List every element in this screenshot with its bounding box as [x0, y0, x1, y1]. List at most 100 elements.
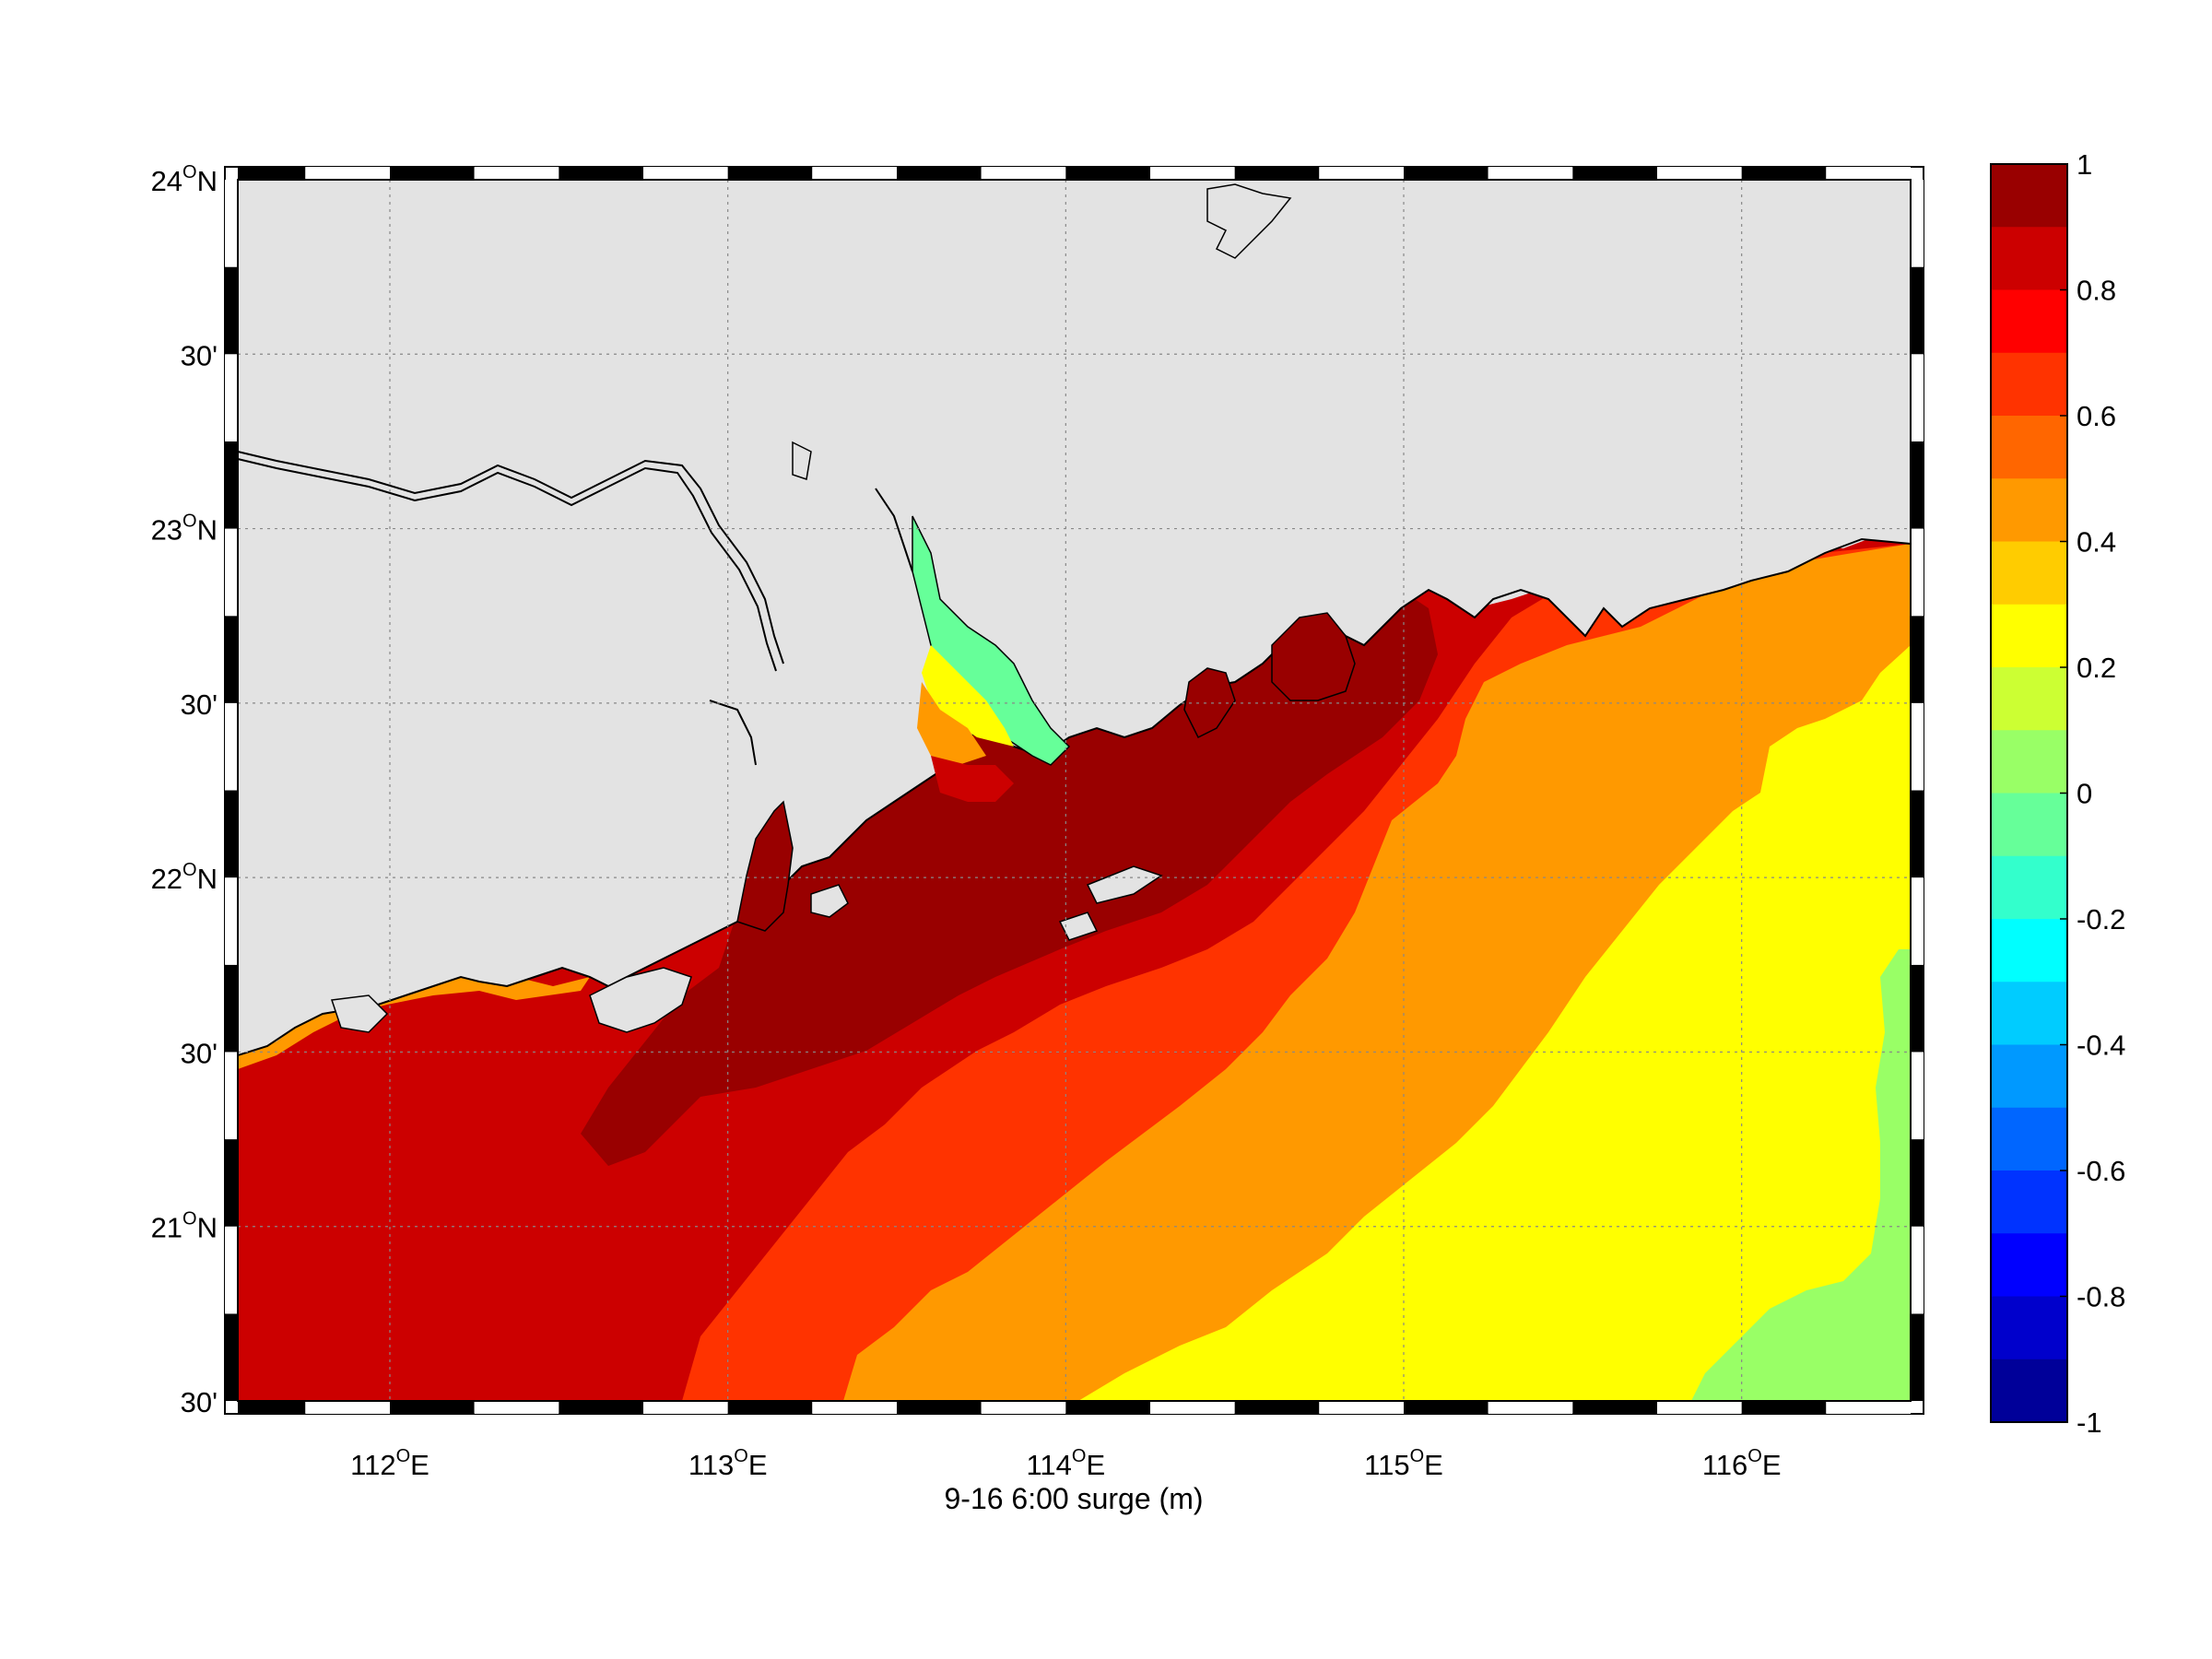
frame-seg-right-8	[1911, 616, 1924, 703]
frame-seg-left-2	[225, 1139, 238, 1227]
surge-band-0-3	[1078, 645, 1911, 1401]
frame-seg-bottom-7	[812, 1401, 897, 1414]
frame-seg-bottom-15	[1488, 1401, 1573, 1414]
frame-seg-left-8	[225, 616, 238, 703]
frame-seg-left-9	[225, 528, 238, 617]
y-tick-label-2: 23ON	[151, 512, 218, 547]
colorbar-label-10: -1	[2077, 1406, 2102, 1439]
colorbar-swatch-1	[1991, 227, 2067, 290]
frame-seg-top-0	[238, 167, 306, 180]
frame-seg-right-4	[1911, 964, 1924, 1053]
frame-seg-right-13	[1911, 180, 1924, 267]
frame-seg-right-1	[1911, 1226, 1924, 1314]
colorbar-swatch-10	[1991, 793, 2067, 857]
river-west	[237, 451, 784, 665]
colorbar-swatch-0	[1991, 164, 2067, 228]
colorbar-label-7: -0.4	[2077, 1030, 2125, 1062]
x-tick-label-1: 113OE	[688, 1446, 768, 1481]
colorbar-label-1: 0.8	[2077, 275, 2116, 307]
y-tick-label-4: 22ON	[151, 860, 218, 895]
colorbar-labels: 1 0.8 0.6 0.4 0.2 0 -0.2 -0.4 -0.6 -0.8 -1	[2077, 148, 2125, 1439]
colorbar-swatch-9	[1991, 730, 2067, 794]
frame-seg-right-9	[1911, 528, 1924, 617]
frame-seg-bottom-10	[1065, 1401, 1150, 1414]
frame-seg-left-12	[225, 266, 238, 355]
frame-seg-bottom-12	[1234, 1401, 1320, 1414]
frame-seg-left-13	[225, 180, 238, 267]
island-7	[1206, 183, 1292, 259]
y-tick-label-0: 24ON	[151, 162, 218, 197]
rivers	[237, 451, 913, 766]
frame-seg-bottom-3	[474, 1401, 559, 1414]
x-tick-label-3: 115OE	[1364, 1446, 1443, 1481]
frame-seg-bottom-19	[1826, 1401, 1911, 1414]
frame-seg-bottom-4	[559, 1401, 643, 1414]
frame-seg-left-0	[225, 1313, 238, 1401]
frame-seg-top-11	[1150, 167, 1235, 180]
island-6	[792, 441, 812, 480]
frame-seg-top-12	[1234, 167, 1320, 180]
frame-seg-top-10	[1065, 167, 1150, 180]
frame-seg-top-19	[1826, 167, 1911, 180]
colorbar	[1990, 163, 2068, 1423]
colorbar-swatch-13	[1991, 982, 2067, 1045]
x-tick-label-4: 116OE	[1702, 1446, 1782, 1481]
frame-seg-top-4	[559, 167, 643, 180]
colorbar-label-2: 0.6	[2077, 400, 2116, 432]
colorbar-label-3: 0.4	[2077, 526, 2116, 559]
estuary-orange	[917, 682, 986, 765]
frame-seg-bottom-2	[390, 1401, 475, 1414]
island-2	[330, 994, 389, 1033]
frame-seg-top-17	[1657, 167, 1742, 180]
colorbar-label-9: -0.8	[2077, 1281, 2125, 1313]
y-tick-label-3: 30'	[181, 688, 218, 721]
colorbar-swatch-18	[1991, 1296, 2067, 1360]
island-1	[589, 967, 692, 1033]
bay-darkred-2	[1183, 667, 1236, 739]
colorbar-label-0: 1	[2077, 148, 2092, 181]
frame-seg-bottom-9	[981, 1401, 1066, 1414]
surge-band-0-9	[581, 590, 1438, 1166]
frame-seg-top-16	[1572, 167, 1657, 180]
surge-band-0-0-se	[1691, 949, 1911, 1401]
y-tick-label-1: 30'	[181, 339, 218, 371]
frame-seg-left-3	[225, 1052, 238, 1140]
y-tick-label-7: 30'	[181, 1386, 218, 1418]
x-tick-label-2: 114OE	[1026, 1446, 1105, 1481]
frame-seg-bottom-18	[1741, 1401, 1827, 1414]
surge-field	[238, 535, 1911, 1401]
frame-seg-left-11	[225, 354, 238, 441]
frame-seg-top-14	[1404, 167, 1488, 180]
island-3	[810, 884, 849, 918]
colorbar-label-6: -0.2	[2077, 903, 2125, 935]
frame-seg-left-10	[225, 441, 238, 529]
colorbar-label-4: 0.2	[2077, 652, 2116, 684]
estuary	[736, 515, 1356, 932]
islands	[330, 183, 1292, 1033]
frame-seg-right-12	[1911, 266, 1924, 355]
colorbar-label-8: -0.6	[2077, 1155, 2125, 1187]
y-tick-label-6: 21ON	[151, 1209, 218, 1244]
estuary-dark	[931, 756, 1014, 802]
x-tick-label-0: 112OE	[350, 1446, 429, 1481]
frame-seg-left-5	[225, 877, 238, 965]
frame-seg-bottom-14	[1404, 1401, 1488, 1414]
map-frame	[224, 166, 1924, 1415]
river-north	[875, 488, 913, 572]
colorbar-label-5: 0	[2077, 778, 2092, 810]
map-plot	[224, 166, 1924, 1415]
frame-seg-right-7	[1911, 702, 1924, 791]
estuary-yellow	[922, 645, 1014, 747]
colorbar-swatch-2	[1991, 289, 2067, 354]
frame-seg-right-11	[1911, 354, 1924, 441]
colorbar-swatch-8	[1991, 667, 2067, 731]
frame-seg-top-6	[727, 167, 813, 180]
surge-band-coastal-west	[238, 968, 590, 1069]
colorbar-swatch-7	[1991, 604, 2067, 668]
island-4	[1086, 865, 1163, 904]
frame-seg-top-3	[474, 167, 559, 180]
frame-seg-top-18	[1741, 167, 1827, 180]
colorbar-swatch-11	[1991, 855, 2067, 920]
frame-seg-bottom-5	[643, 1401, 728, 1414]
